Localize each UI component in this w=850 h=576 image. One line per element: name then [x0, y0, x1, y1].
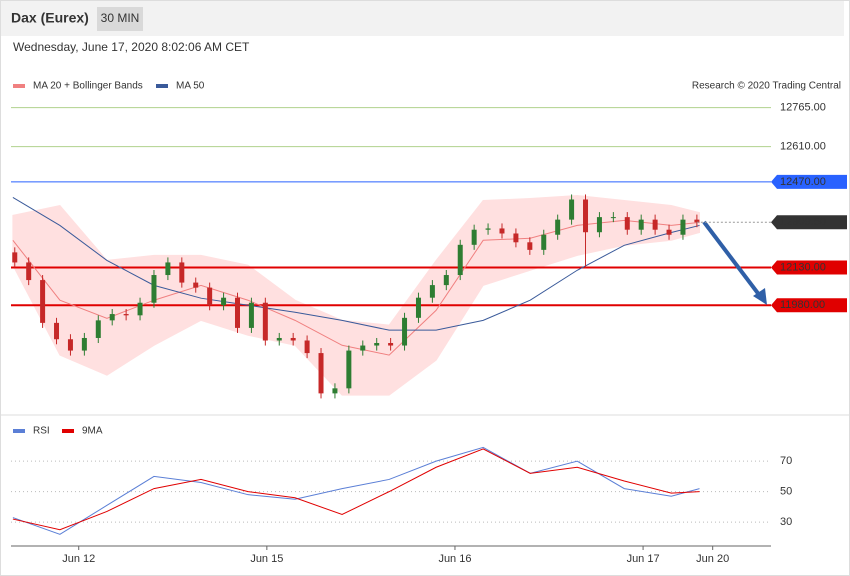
level-label: 12309.50 [780, 216, 826, 228]
level-box [771, 174, 847, 189]
level-label: 12130.00 [780, 261, 826, 273]
candle-body [304, 340, 310, 354]
candle-body [221, 297, 227, 306]
forecast-arrow [702, 220, 762, 298]
candle-body [109, 314, 115, 321]
level-label: 12610.00 [780, 141, 826, 153]
level-box [771, 260, 847, 275]
candle-body [555, 219, 561, 235]
candle-body [81, 337, 87, 351]
x-tick-label: Jun 12 [62, 553, 95, 565]
y-tick-label: 70 [780, 455, 792, 467]
y-tick-label: 30 [780, 516, 792, 528]
candle-body [248, 302, 254, 328]
candle-body [429, 285, 435, 298]
x-tick-label: Jun 20 [696, 553, 729, 565]
interval[interactable]: 30 MIN [101, 11, 140, 25]
candle-body [207, 287, 213, 306]
candle-body [123, 314, 129, 316]
candle-body [40, 280, 46, 323]
x-tick-label: Jun 17 [627, 553, 660, 565]
candle-body [318, 353, 324, 394]
candle-body [402, 317, 408, 346]
candle-body [137, 302, 143, 316]
candle-body [374, 343, 380, 346]
candle-body [346, 350, 352, 389]
candle-body [12, 252, 18, 263]
candle-body [193, 282, 199, 288]
x-tick-label: Jun 15 [250, 553, 283, 565]
candle-body [290, 337, 296, 341]
candle-body [179, 262, 185, 283]
candle-body [596, 217, 602, 233]
candle-body [638, 219, 644, 230]
candle-body [610, 217, 616, 219]
candle-body [624, 217, 630, 230]
legend-swatch [13, 84, 25, 88]
candle-body [541, 234, 547, 250]
candle-body [513, 233, 519, 243]
y-tick-label: 50 [780, 486, 792, 498]
level-box [771, 298, 847, 313]
candle-body [388, 343, 394, 346]
candle-body [415, 297, 421, 318]
copyright: Research © 2020 Trading Central [692, 81, 841, 92]
candle-body [95, 320, 101, 338]
candle-body [54, 322, 60, 340]
candle-body [694, 219, 700, 223]
candle-body [276, 337, 282, 341]
candle-body [234, 297, 240, 328]
level-label: 12470.00 [780, 176, 826, 188]
candle-body [471, 229, 477, 245]
candle-body [26, 262, 32, 281]
legend-label: RSI [33, 426, 50, 437]
date: Wednesday, June 17, 2020 8:02:06 AM CET [13, 40, 250, 54]
ma-line [12, 197, 700, 331]
candle-body [666, 229, 672, 235]
candle-body [443, 275, 449, 286]
candle-body [262, 302, 268, 341]
legend-label: MA 50 [176, 81, 205, 92]
rsi-line [12, 446, 700, 535]
level-label: 12765.00 [780, 101, 826, 113]
rsi-line [12, 448, 700, 531]
candle-body [332, 388, 338, 394]
candle-body [457, 244, 463, 276]
legend-swatch [62, 429, 74, 433]
candle-body [680, 219, 686, 235]
legend-swatch [13, 429, 25, 433]
candle-body [583, 199, 589, 233]
level-label: 11980.00 [780, 299, 825, 311]
legend-label: 9MA [82, 426, 103, 437]
legend-swatch [156, 84, 168, 88]
candle-body [652, 219, 658, 230]
candle-body [499, 228, 505, 234]
candle-body [151, 275, 157, 303]
candle-body [67, 339, 73, 351]
forecast-arrow-head [753, 288, 767, 305]
level-box [771, 215, 847, 230]
x-tick-label: Jun 16 [438, 553, 471, 565]
candle-body [360, 345, 366, 351]
legend-label: MA 20 + Bollinger Bands [33, 81, 143, 92]
candle-body [527, 242, 533, 250]
candle-body [485, 228, 491, 230]
title: Dax (Eurex) [11, 10, 89, 26]
interval-box[interactable] [97, 7, 143, 31]
candle-body [569, 199, 575, 220]
candle-body [165, 262, 171, 276]
